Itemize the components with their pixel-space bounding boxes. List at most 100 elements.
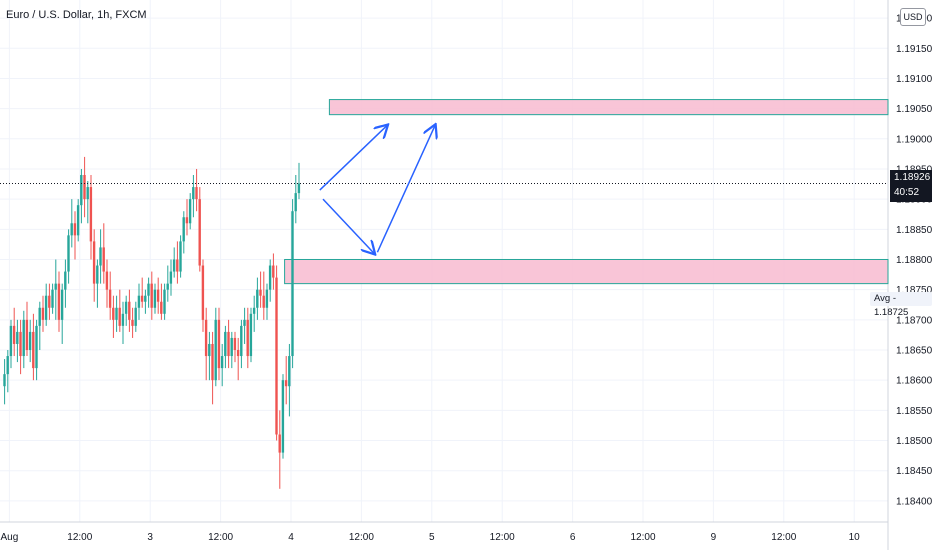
candle-body: [256, 289, 259, 308]
candle-body: [272, 265, 275, 278]
candle-body: [176, 259, 179, 272]
avg-price-label: Avg - 1.18725: [870, 292, 932, 318]
price-axis-label: 1.18950: [896, 164, 932, 175]
currency-button[interactable]: USD: [900, 8, 926, 26]
candle-body: [262, 295, 265, 308]
candle-body: [6, 356, 9, 375]
candle-body: [19, 331, 22, 357]
candle-body: [80, 175, 83, 206]
candle-body: [131, 319, 134, 326]
candle-body: [201, 265, 205, 320]
candle-body: [16, 331, 19, 344]
candle-body: [35, 325, 38, 369]
candle-body: [169, 271, 173, 284]
candle-body: [252, 307, 256, 314]
candle-body: [121, 313, 125, 326]
candle-body: [70, 223, 73, 236]
candle-body: [217, 319, 221, 369]
time-axis-label: 10: [849, 532, 861, 543]
price-axis-label: 1.19000: [896, 134, 932, 145]
price-axis-label: 1.18800: [896, 255, 932, 266]
candle-body: [140, 295, 144, 302]
price-axis-label: 1.18750: [896, 285, 932, 296]
candle-body: [28, 331, 32, 351]
current-price-tag: 1.18926 40:52: [890, 170, 932, 202]
supply-demand-zone: [284, 258, 889, 285]
candle-body: [134, 307, 137, 326]
candle-body: [236, 350, 240, 357]
time-axis-label: 4: [288, 532, 294, 543]
bar-countdown: 40:52: [894, 187, 920, 198]
candle-body: [48, 295, 51, 308]
candle-body: [12, 325, 16, 344]
candle-body: [160, 301, 163, 314]
supply-demand-zone: [328, 99, 889, 116]
projection-arrow: [319, 126, 387, 191]
candle-body: [67, 235, 70, 272]
candle-body: [89, 187, 93, 242]
candle-body: [76, 205, 80, 236]
candle-body: [73, 223, 77, 236]
candle-body: [182, 217, 185, 242]
price-axis-label: 1.18700: [896, 315, 932, 326]
candle-body: [128, 301, 131, 320]
chart-title: Euro / U.S. Dollar, 1h, FXCM: [6, 9, 147, 21]
candle-body: [249, 313, 253, 357]
time-axis-label: 6: [570, 532, 576, 543]
candle-body: [137, 295, 141, 308]
price-axis-label: 1.19050: [896, 104, 932, 115]
time-axis-label: 12:00: [490, 532, 515, 543]
candle-body: [86, 187, 89, 200]
candle-body: [192, 187, 195, 200]
price-axis-label: 1.18550: [896, 406, 932, 417]
candle-body: [115, 307, 118, 320]
candle-body: [54, 283, 57, 290]
price-axis-label: 1.18650: [896, 346, 932, 357]
candle-body: [144, 295, 147, 302]
candle-body: [224, 331, 227, 357]
candle-body: [230, 337, 233, 357]
candle-body: [92, 241, 96, 284]
price-axis-label: 1.18850: [896, 225, 932, 236]
candle-body: [25, 319, 29, 351]
candle-body: [102, 247, 105, 272]
candle-body: [259, 289, 262, 296]
time-axis-label: 3: [147, 532, 153, 543]
candle-body: [96, 265, 99, 284]
candle-body: [166, 283, 169, 290]
current-price-value: 1.18926: [894, 172, 931, 183]
candle-body: [211, 343, 214, 381]
candle-body: [163, 289, 166, 314]
candle-body: [243, 319, 246, 326]
candle-body: [204, 319, 208, 357]
candle-body: [185, 217, 189, 224]
candle-body: [51, 289, 54, 308]
candle-body: [233, 337, 237, 351]
time-axis-label: 5: [429, 532, 435, 543]
candle-body: [32, 331, 35, 369]
time-axis-label: 12:00: [67, 532, 92, 543]
time-axis-label: 12:00: [630, 532, 655, 543]
candle-body: [108, 289, 112, 308]
candle-body: [278, 434, 281, 453]
candle-body: [112, 307, 115, 320]
candle-body: [150, 283, 153, 308]
time-axis-label: 12:00: [349, 532, 374, 543]
candle-body: [188, 199, 192, 224]
candle-body: [147, 283, 150, 296]
candle-body: [288, 356, 291, 387]
projection-arrow: [376, 126, 435, 253]
candle-body: [179, 241, 182, 272]
projection-arrow: [322, 198, 374, 253]
candle-body: [281, 380, 285, 453]
candle-body: [198, 199, 201, 266]
price-axis-label: 1.18500: [896, 436, 932, 447]
price-axis-label: 1.18600: [896, 376, 932, 387]
candle-body: [57, 283, 61, 320]
candle-body: [99, 247, 102, 266]
candle-body: [60, 289, 64, 320]
candle-body: [3, 374, 6, 387]
candle-body: [64, 271, 67, 290]
candle-body: [83, 175, 86, 200]
